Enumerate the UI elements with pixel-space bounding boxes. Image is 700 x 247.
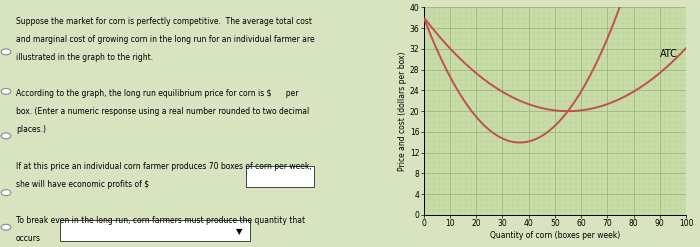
Text: ▼: ▼	[236, 227, 243, 236]
Text: illustrated in the graph to the right.: illustrated in the graph to the right.	[16, 53, 153, 62]
Text: To break even in the long run, corn farmers must produce the quantity that: To break even in the long run, corn farm…	[16, 216, 305, 225]
FancyBboxPatch shape	[246, 166, 314, 187]
Circle shape	[1, 224, 11, 230]
Text: If at this price an individual corn farmer produces 70 boxes of corn per week,: If at this price an individual corn farm…	[16, 162, 312, 170]
Text: Suppose the market for corn is perfectly competitive.  The average total cost: Suppose the market for corn is perfectly…	[16, 17, 312, 26]
Circle shape	[1, 133, 11, 139]
FancyBboxPatch shape	[60, 220, 249, 241]
Y-axis label: Price and cost (dollars per box): Price and cost (dollars per box)	[398, 51, 407, 171]
Circle shape	[1, 190, 11, 196]
Text: ATC: ATC	[660, 49, 678, 59]
Circle shape	[1, 49, 11, 55]
Text: occurs: occurs	[16, 234, 41, 243]
Text: places.): places.)	[16, 125, 46, 134]
Text: According to the graph, the long run equilibrium price for corn is $      per: According to the graph, the long run equ…	[16, 89, 299, 98]
Circle shape	[1, 88, 11, 94]
Text: box. (Enter a numeric response using a real number rounded to two decimal: box. (Enter a numeric response using a r…	[16, 107, 309, 116]
Text: she will have economic profits of $: she will have economic profits of $	[16, 180, 149, 188]
Text: and marginal cost of growing corn in the long run for an individual farmer are: and marginal cost of growing corn in the…	[16, 35, 315, 44]
X-axis label: Quantity of corn (boxes per week): Quantity of corn (boxes per week)	[489, 231, 620, 240]
